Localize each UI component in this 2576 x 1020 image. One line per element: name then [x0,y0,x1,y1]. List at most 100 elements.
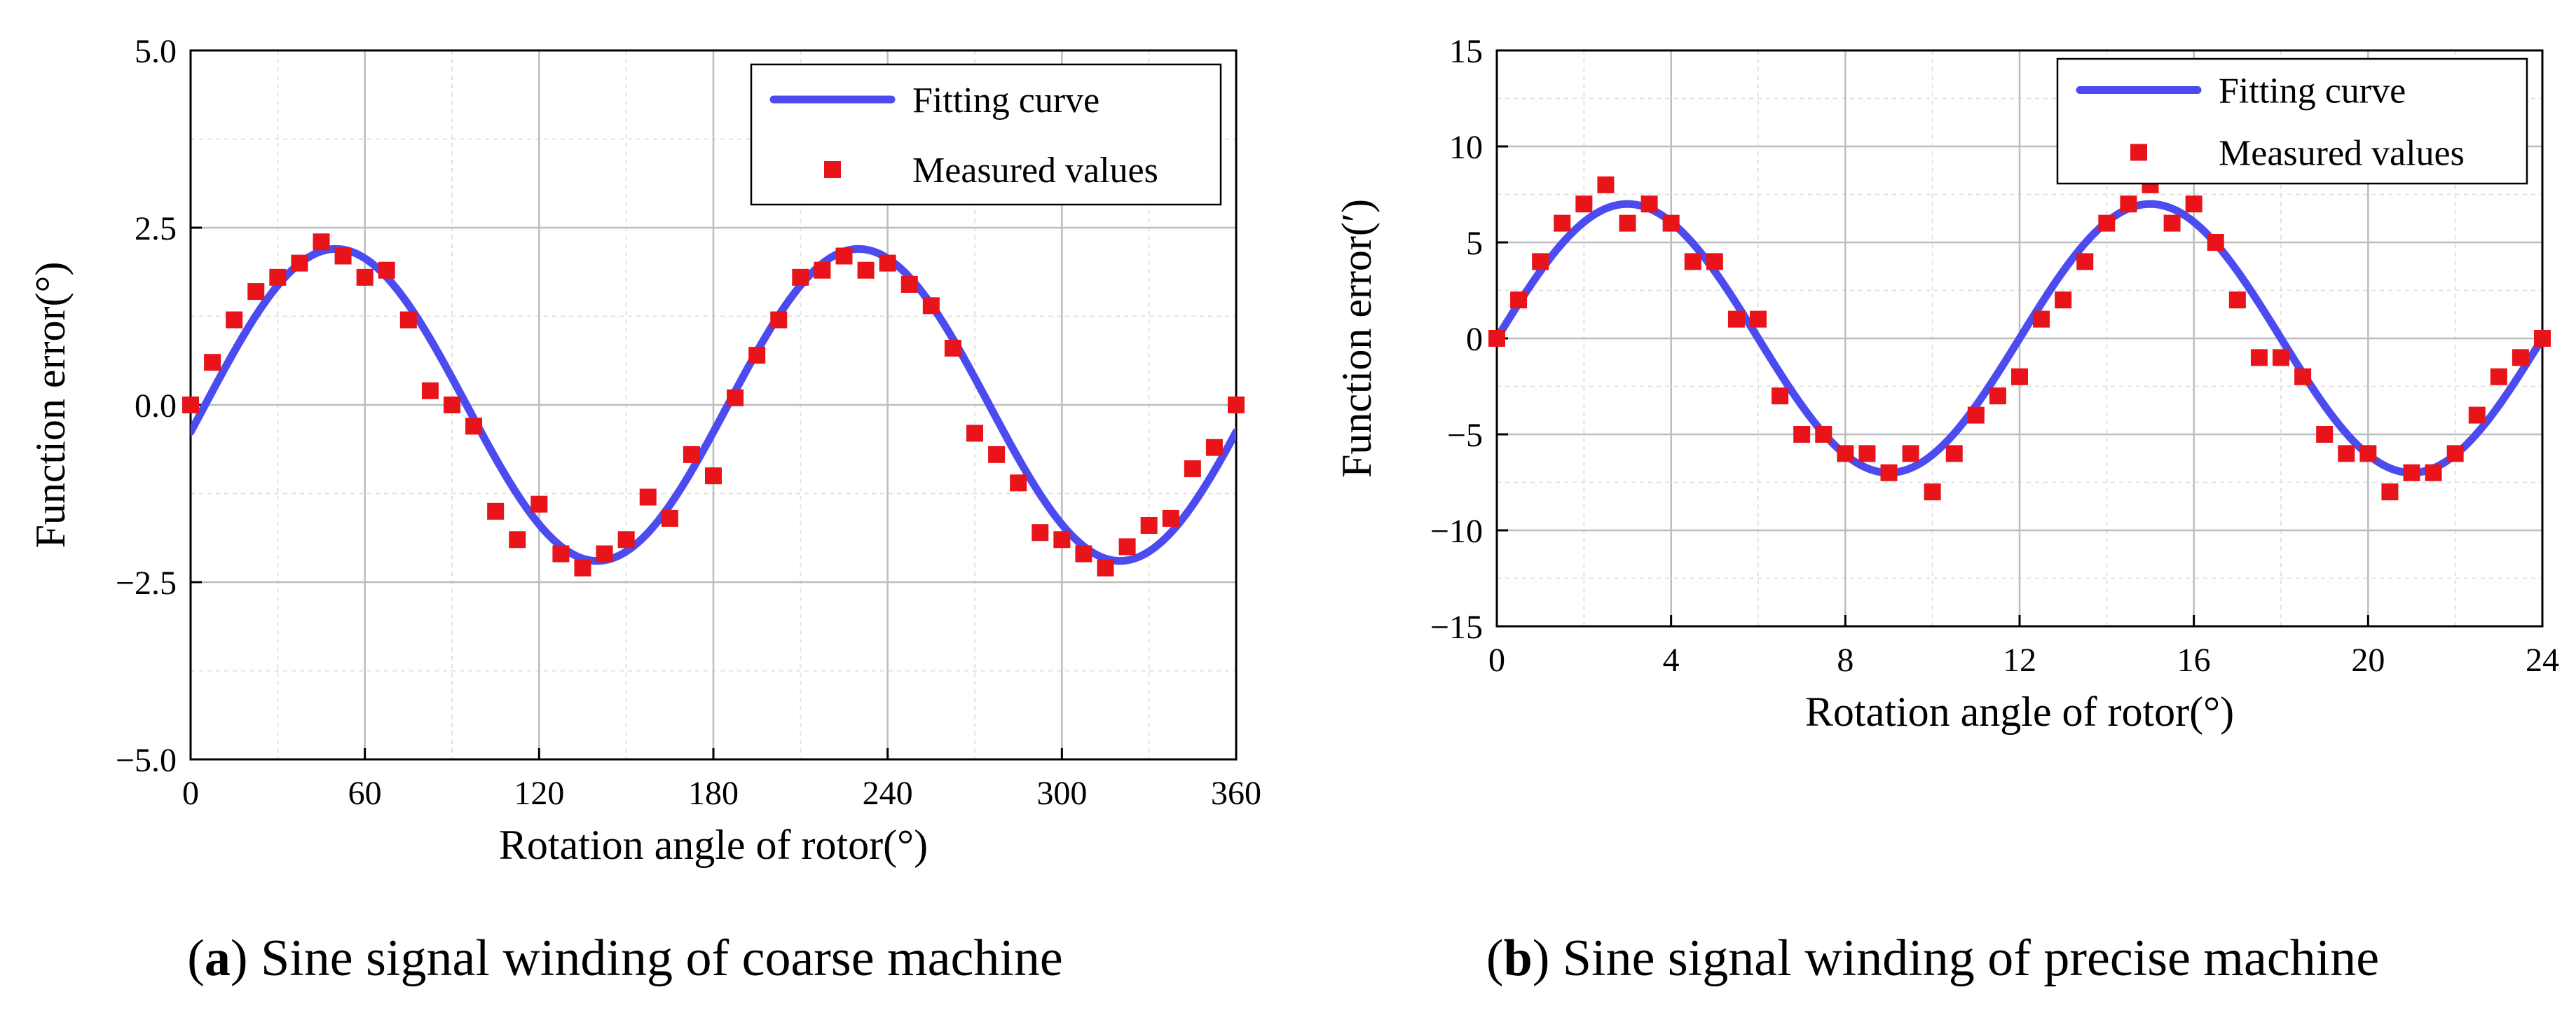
measured-point [1575,195,1593,213]
measured-point [509,531,526,549]
measured-point [1640,195,1658,213]
legend: Fitting curve Measured values [2056,57,2528,185]
caption-a: (a) Sine signal winding of coarse machin… [187,930,1062,987]
y-axis-label: Function error(°) [27,262,74,549]
measured-point [487,502,505,520]
measured-point [182,397,199,413]
measured-point [1945,445,1963,462]
measured-point [552,545,570,563]
y-tick-label: 15 [1449,33,1483,70]
measured-point [2403,464,2420,481]
measured-point [1858,445,1876,462]
x-tick-label: 60 [348,775,382,812]
measured-point [661,509,678,527]
measured-point [922,297,940,315]
measured-point [988,446,1006,463]
measured-point [421,382,439,399]
measured-point [1140,517,1158,535]
measured-point [1010,474,1027,492]
measured-point [1989,387,2006,405]
measured-point [900,275,918,293]
measured-point [530,495,548,513]
measured-point [1118,538,1136,556]
measured-point [465,418,483,435]
legend-label: Measured values [912,151,1158,191]
y-tick-label: 5 [1466,225,1483,262]
legend-marker-swatch [2130,144,2147,161]
legend: Fitting curve Measured values [750,63,1222,206]
y-tick-label: −15 [1430,609,1483,646]
measured-point [574,559,591,577]
measured-point [617,531,635,549]
measured-point [792,268,809,286]
measured-point [727,389,744,406]
measured-point [378,261,395,279]
measured-point [1924,483,1941,501]
y-tick-label: 0 [1466,321,1483,358]
measured-point [944,340,961,357]
measured-point [444,397,460,413]
measured-point [683,446,700,463]
measured-point [2446,445,2464,462]
measured-point [1902,445,1919,462]
measured-point [2425,464,2442,481]
measured-point [879,254,896,272]
measured-point [2033,310,2050,328]
legend-box [750,63,1222,206]
measured-point [1772,387,1789,405]
measured-point [2359,445,2377,462]
measured-point [2011,368,2028,385]
measured-point [2468,406,2486,424]
measured-point [1532,253,1549,270]
measured-point [291,254,308,272]
measured-point [334,247,352,265]
legend-marker-swatch [824,161,841,178]
measured-point [356,268,374,286]
measured-values-points [1488,176,2551,501]
measured-point [2512,349,2529,366]
measured-point [2534,330,2551,347]
fitting-curve-line [191,244,1236,565]
x-tick-label: 16 [2177,642,2211,679]
measured-point [1554,214,1571,232]
measured-point [1162,509,1179,527]
x-tick-label: 4 [1663,642,1680,679]
chart-a: 0 60 120 180 240 300 360 5.0 2.5 0.0 −2.5 −5.0 Rotat… [27,33,1261,868]
measured-point [204,354,221,371]
x-tick-label: 300 [1036,775,1087,812]
measured-point [1228,397,1245,413]
measured-point [247,283,265,301]
measured-point [1815,426,1832,443]
measured-point [1662,214,1680,232]
measured-point [814,261,831,279]
y-tick-label: −10 [1430,513,1483,550]
measured-point [1097,559,1114,577]
x-tick-label: 8 [1837,642,1854,679]
measured-point [1075,545,1092,563]
chart-b: 0 4 8 12 16 20 24 15 10 5 0 −5 −10 −15 Rotation angle … [1334,33,2559,735]
measured-point [2294,368,2312,385]
y-tick-label: 2.5 [135,210,177,247]
measured-point [1619,214,1636,232]
measured-point [226,311,243,329]
measured-point [2055,291,2072,309]
measured-point [2316,426,2334,443]
measured-point [1053,531,1071,549]
measured-point [596,545,613,563]
measured-point [2273,349,2289,366]
legend-label: Fitting curve [2219,71,2406,111]
x-axis-label: Rotation angle of rotor(°) [499,822,928,868]
measured-point [2163,214,2181,232]
y-tick-label: −2.5 [116,565,177,602]
measured-point [1032,524,1049,542]
x-tick-label: 120 [514,775,564,812]
measured-point [2228,291,2246,309]
measured-point [705,467,722,485]
measured-point [313,233,330,251]
legend-box [2056,57,2528,185]
measured-point [1706,253,1723,270]
measured-point [2250,349,2268,366]
x-tick-label: 360 [1211,775,1261,812]
measured-point [1967,406,1985,424]
